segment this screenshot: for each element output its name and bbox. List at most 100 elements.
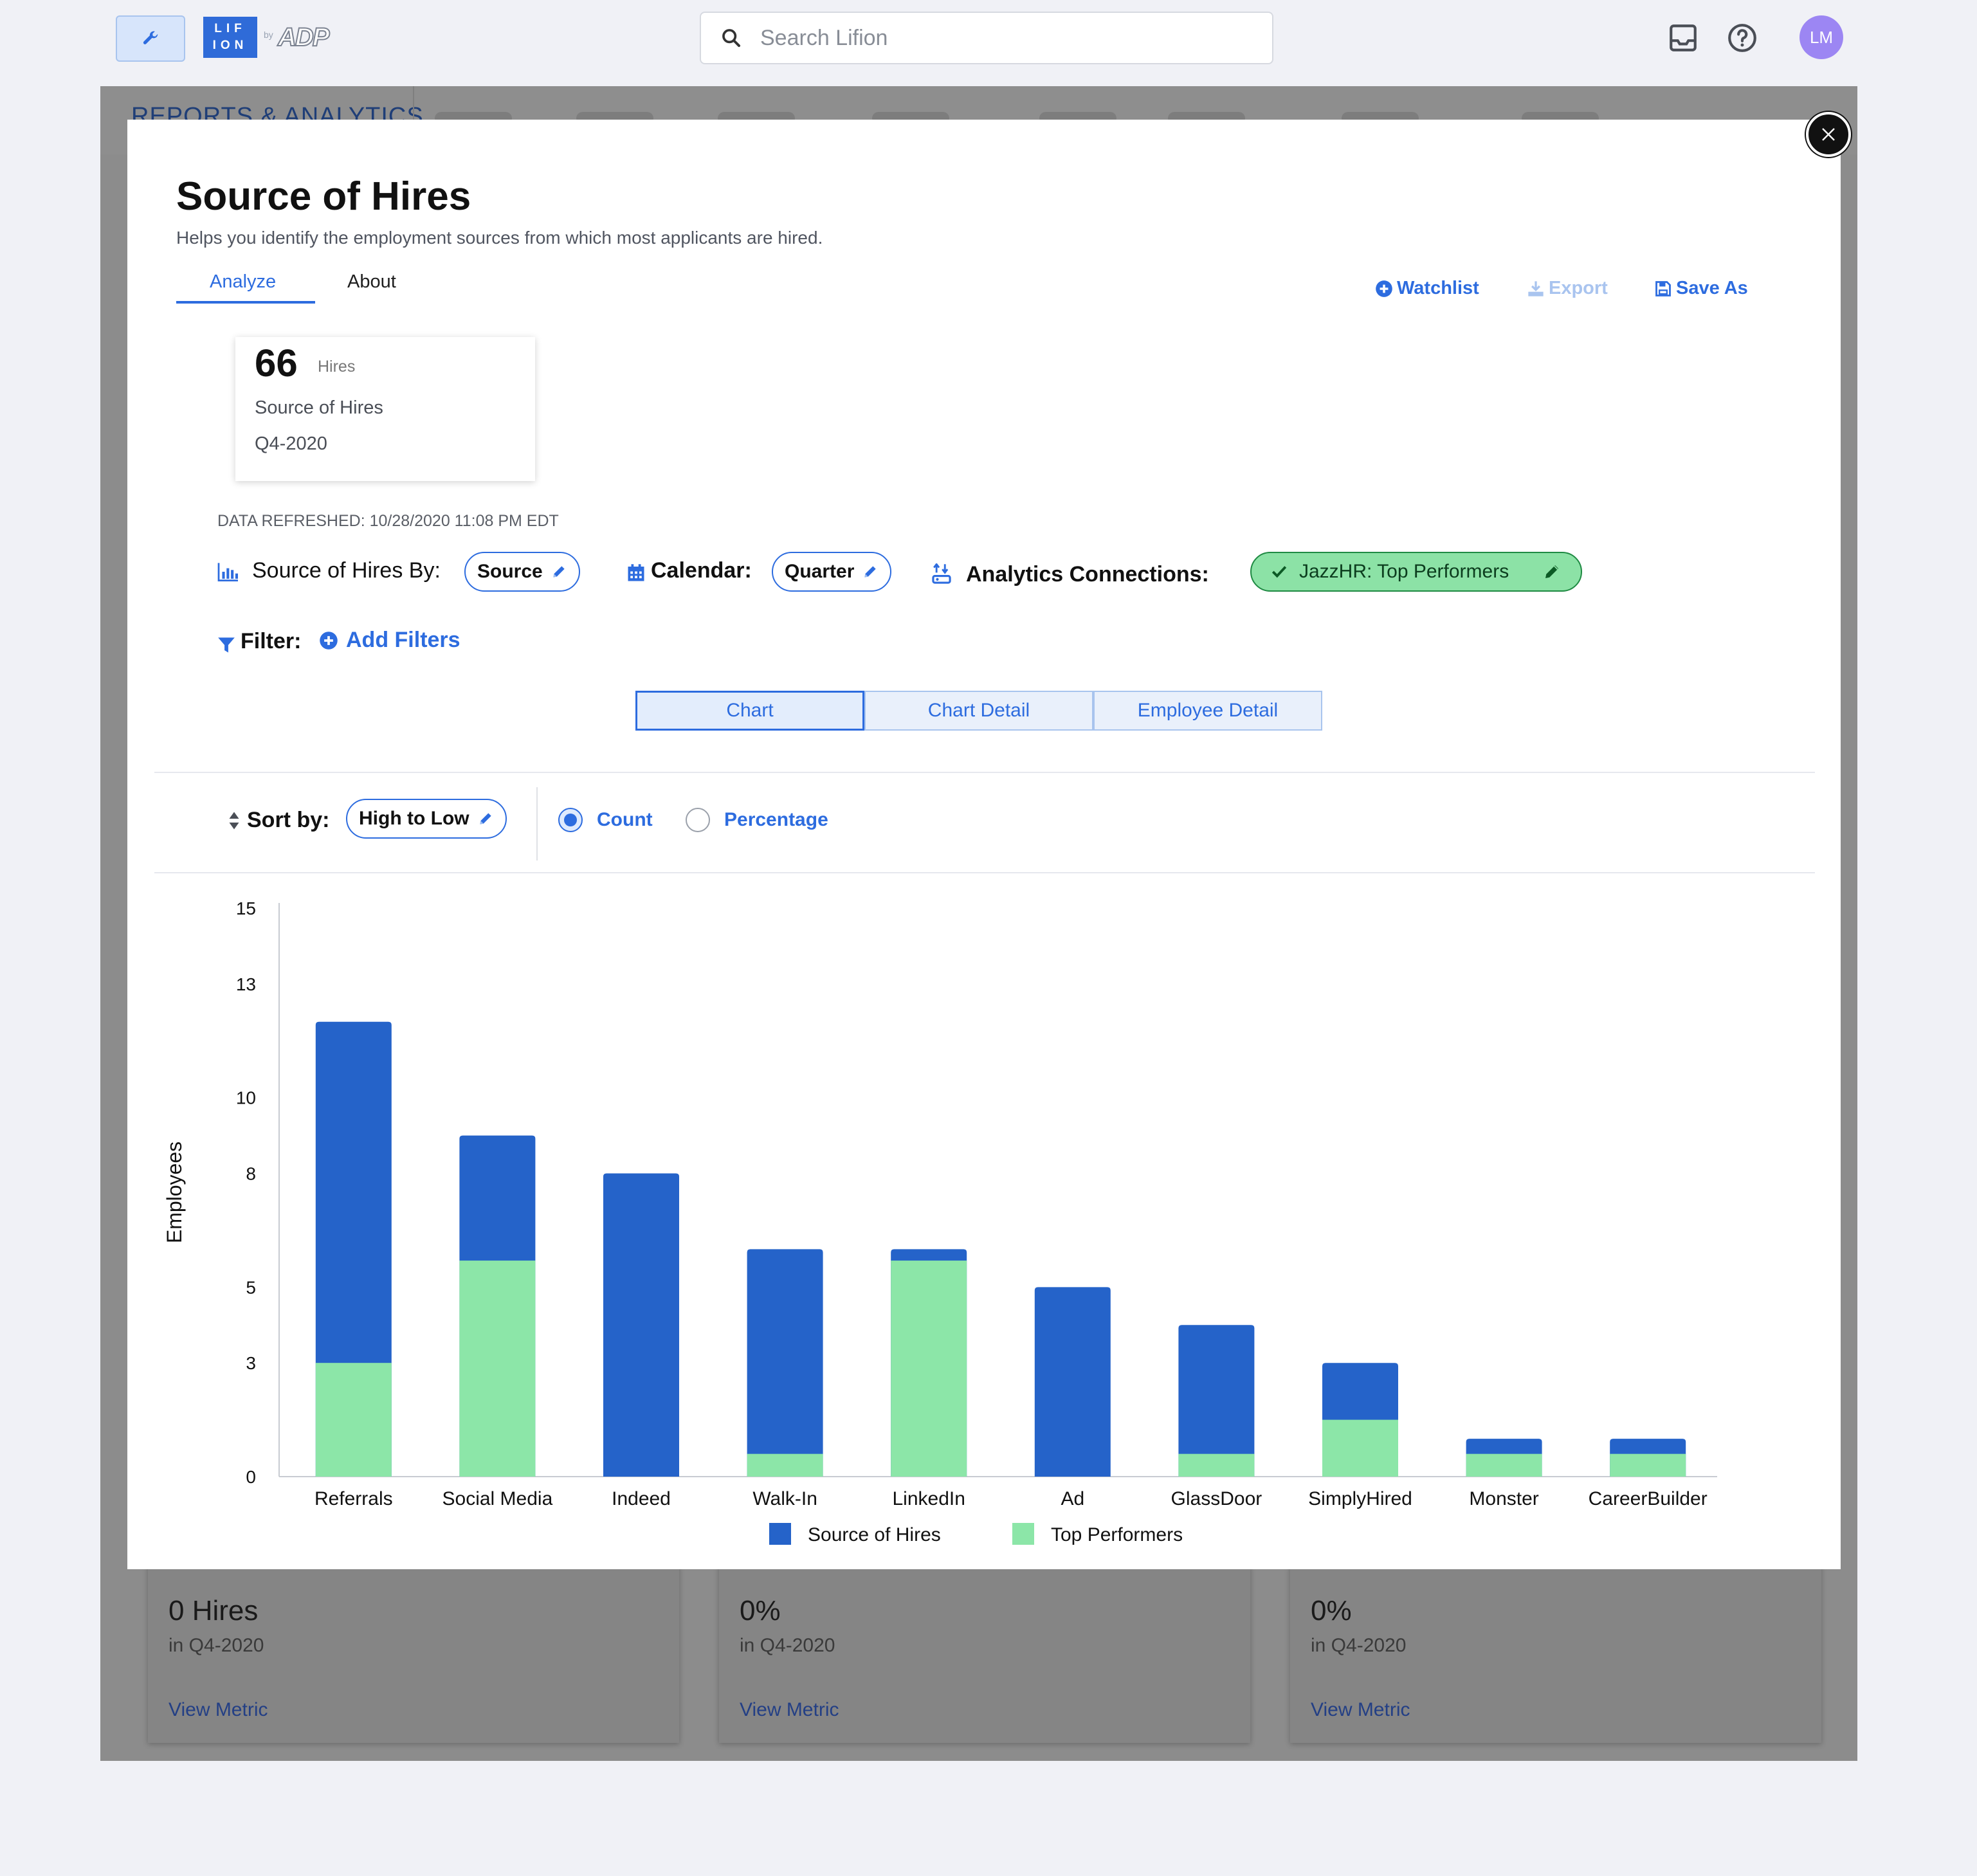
top-bar: LIF ION by ADP LM [0, 0, 1977, 84]
bar-top-performers [747, 1453, 823, 1477]
source-by-value: Source [477, 561, 543, 582]
kpi-value: 66 [255, 342, 298, 385]
radio-selected-indicator [558, 808, 583, 832]
active-tab-indicator [176, 301, 315, 304]
save-as-label: Save As [1676, 278, 1748, 298]
metric-card: 0 Hires in Q4-2020 View Metric [148, 1565, 679, 1743]
plus-circle-icon [320, 631, 338, 650]
view-metric-link[interactable]: View Metric [740, 1699, 839, 1720]
analytics-connection-pill[interactable]: JazzHR: Top Performers [1250, 552, 1582, 592]
y-tick-label: 13 [236, 974, 256, 994]
bar-source-of-hires [603, 1173, 679, 1477]
add-filters-button[interactable]: Add Filters [319, 628, 460, 653]
radio-unselected-indicator [686, 808, 710, 832]
source-by-pill[interactable]: Source [464, 552, 580, 592]
view-tab-chart[interactable]: Chart [635, 691, 864, 731]
bar-top-performers [459, 1261, 536, 1477]
avatar[interactable]: LM [1799, 15, 1843, 59]
pencil-icon [553, 566, 565, 578]
x-tick-label: SimplyHired [1308, 1488, 1412, 1509]
help-icon[interactable] [1726, 22, 1758, 54]
bar-top-performers [1610, 1453, 1686, 1477]
metric-period: in Q4-2020 [169, 1635, 264, 1656]
search-bar[interactable] [700, 12, 1273, 64]
close-icon [1822, 128, 1835, 141]
kpi-unit: Hires [318, 358, 356, 376]
y-tick-label: 15 [236, 898, 256, 918]
legend-label-top-performers: Top Performers [1051, 1524, 1183, 1545]
sort-by-label: Sort by: [247, 808, 330, 832]
calendar-value: Quarter [785, 561, 855, 582]
radio-percentage[interactable]: Percentage [686, 808, 828, 832]
wrench-icon [143, 31, 158, 44]
pencil-icon [479, 813, 491, 824]
bar-source-of-hires [1034, 1287, 1111, 1477]
bar-top-performers [1322, 1419, 1398, 1477]
divider [154, 772, 1815, 773]
bar-chart-icon [217, 563, 238, 581]
export-button[interactable]: Export [1527, 278, 1608, 299]
metric-period: in Q4-2020 [1311, 1635, 1407, 1656]
source-of-hires-chart: 0 3 5 8 10 13 15 Employees Referrals Social Media… [163, 898, 1717, 1545]
view-metric-link[interactable]: View Metric [169, 1699, 268, 1720]
bar-top-performers [315, 1363, 392, 1477]
view-tab-employee-detail[interactable]: Employee Detail [1093, 691, 1322, 731]
floppy-disk-icon [1655, 280, 1671, 296]
tab-about[interactable]: About [347, 271, 396, 292]
pencil-icon [1545, 565, 1558, 578]
check-icon [1271, 566, 1287, 578]
bar-top-performers [891, 1261, 967, 1477]
legend-label-source-of-hires: Source of Hires [808, 1524, 941, 1545]
x-tick-label: LinkedIn [892, 1488, 965, 1509]
add-filters-label: Add Filters [346, 628, 460, 652]
modal-subtitle: Helps you identify the employment source… [176, 228, 823, 248]
x-tick-label: GlassDoor [1171, 1488, 1262, 1509]
save-as-button[interactable]: Save As [1654, 278, 1748, 299]
kpi-card: 66 Hires Source of Hires Q4-2020 [235, 337, 535, 481]
tab-analyze[interactable]: Analyze [210, 271, 277, 292]
data-refreshed-text: DATA REFRESHED: 10/28/2020 11:08 PM EDT [217, 512, 559, 530]
divider [154, 872, 1815, 873]
search-input[interactable] [759, 24, 1250, 51]
lifion-logo: LIF ION [203, 17, 257, 58]
metric-card: 0% in Q4-2020 View Metric [1290, 1565, 1821, 1743]
metric-period: in Q4-2020 [740, 1635, 835, 1656]
metric-modal: Source of Hires Helps you identify the e… [127, 120, 1841, 1569]
download-icon [1528, 280, 1544, 296]
view-metric-link[interactable]: View Metric [1311, 1699, 1410, 1720]
x-tick-label: Monster [1469, 1488, 1538, 1509]
watchlist-button[interactable]: Watchlist [1375, 278, 1479, 299]
calendar-pill[interactable]: Quarter [772, 552, 892, 592]
legend-swatch-top-performers [1012, 1523, 1034, 1545]
calendar-label: Calendar: [651, 558, 752, 583]
radio-count[interactable]: Count [558, 808, 653, 832]
filter-label: Filter: [241, 629, 302, 653]
x-tick-label: Walk-In [752, 1488, 817, 1509]
calendar-icon [628, 564, 644, 581]
sort-order-pill[interactable]: High to Low [346, 799, 507, 839]
bar-top-performers [1466, 1453, 1542, 1477]
bar-top-performers [1178, 1453, 1255, 1477]
metric-value: 0% [740, 1595, 781, 1626]
logo-text-bottom: ION [212, 39, 248, 52]
view-tab-chart-detail[interactable]: Chart Detail [864, 691, 1093, 731]
x-tick-label: Referrals [314, 1488, 393, 1509]
radio-count-label: Count [597, 809, 653, 830]
inbox-icon[interactable] [1667, 22, 1699, 54]
tools-button[interactable] [116, 15, 185, 62]
close-modal-button[interactable] [1806, 112, 1851, 157]
sort-by: Sort by: [228, 808, 329, 833]
modal-title: Source of Hires [176, 174, 471, 219]
metric-card: 0% in Q4-2020 View Metric [719, 1565, 1250, 1743]
sort-icon [229, 812, 239, 829]
metric-value: 0 Hires [169, 1595, 259, 1626]
y-tick-label: 8 [246, 1164, 256, 1184]
pencil-icon [864, 566, 877, 578]
kpi-period: Q4-2020 [255, 433, 327, 454]
y-axis-title: Employees [163, 1142, 186, 1243]
connections-icon [932, 563, 951, 584]
export-label: Export [1549, 278, 1608, 298]
kpi-label: Source of Hires [255, 397, 383, 418]
logo-text-top: LIF [214, 22, 246, 35]
watchlist-label: Watchlist [1397, 278, 1479, 298]
